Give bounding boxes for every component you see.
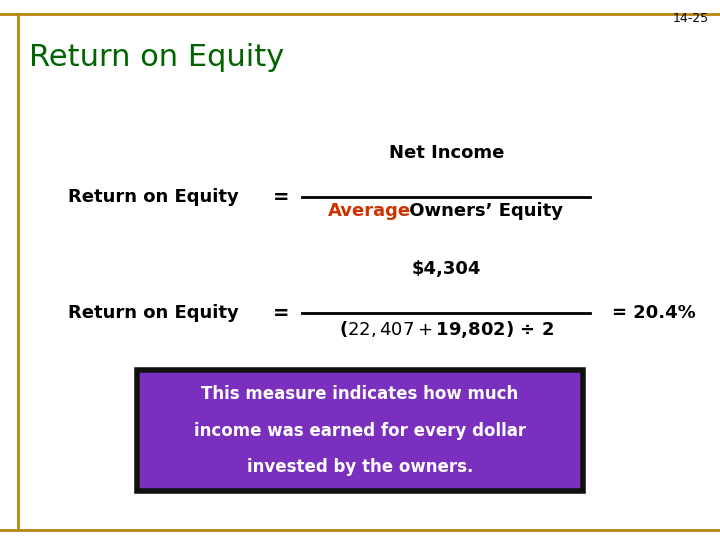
Text: ($22,407 + $19,802) ÷ 2: ($22,407 + $19,802) ÷ 2 xyxy=(339,319,554,340)
FancyBboxPatch shape xyxy=(137,370,583,491)
Text: Average: Average xyxy=(328,202,410,220)
Text: Owners’ Equity: Owners’ Equity xyxy=(403,202,563,220)
Text: Return on Equity: Return on Equity xyxy=(29,43,284,72)
Text: = 20.4%: = 20.4% xyxy=(612,304,696,322)
Text: 14-25: 14-25 xyxy=(673,12,709,25)
Text: Net Income: Net Income xyxy=(389,144,504,162)
Text: Return on Equity: Return on Equity xyxy=(68,304,239,322)
Text: =: = xyxy=(273,187,289,207)
Text: income was earned for every dollar: income was earned for every dollar xyxy=(194,422,526,440)
Text: $4,304: $4,304 xyxy=(412,260,481,278)
Text: =: = xyxy=(273,303,289,323)
Text: Return on Equity: Return on Equity xyxy=(68,188,239,206)
Text: This measure indicates how much: This measure indicates how much xyxy=(202,385,518,403)
Text: invested by the owners.: invested by the owners. xyxy=(247,458,473,476)
